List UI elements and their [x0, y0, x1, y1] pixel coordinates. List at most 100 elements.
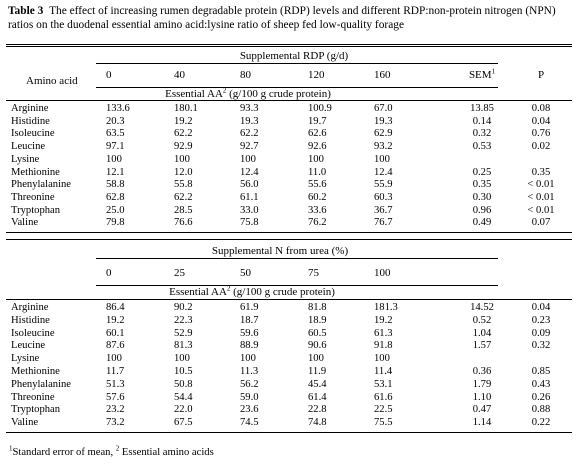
table-footnote: 1Standard error of mean, 2 Essential ami… [9, 444, 214, 459]
table-cell: 74.8 [308, 417, 327, 429]
table-cell: 81.3 [174, 340, 193, 352]
p-value-cell: 0.88 [531, 404, 551, 416]
table-cell: 62.2 [174, 191, 193, 203]
sem-cell: 0.30 [472, 191, 492, 203]
rdp-essential-aa-subheader: Essential AA2 (g/100 g crude protein) [165, 86, 331, 100]
table-cell: 11.4 [374, 366, 393, 377]
footnote-marker-1: 1 [9, 444, 13, 453]
table-cell: 100.9 [308, 103, 332, 114]
p-value-cell: < 0.01 [527, 179, 555, 191]
footnote-text-1: Standard error of mean, [12, 447, 116, 458]
table-cell: 92.6 [308, 141, 327, 153]
sem-cell: 14.52 [470, 302, 494, 313]
table-cell: 86.4 [106, 302, 125, 313]
p-value-cell: 0.09 [531, 327, 551, 339]
table-cell: 51.3 [106, 378, 125, 390]
amino-acid-name: Valine [11, 217, 39, 229]
level-header: 0 [106, 69, 112, 81]
table-cell: 22.5 [374, 404, 393, 416]
p-value-cell: 0.76 [531, 128, 551, 140]
table-cell: 19.3 [374, 115, 393, 127]
amino-acid-name: Phenylalanine [11, 179, 72, 191]
p-value-cell: 0.04 [531, 302, 551, 313]
level-header: 160 [374, 69, 391, 81]
table-cell: 57.6 [106, 391, 125, 403]
sem-cell: 1.79 [472, 378, 492, 390]
amino-acid-name: Phenylalanine [11, 378, 72, 390]
panel1-header-rule [6, 100, 572, 101]
table-cell: 33.0 [240, 204, 259, 216]
table-cell: 92.9 [174, 141, 193, 153]
sem-cell: 13.85 [470, 103, 494, 114]
panel2-top-rule [6, 239, 572, 240]
rdp-group-rule [96, 63, 498, 64]
amino-acid-name: Methionine [11, 166, 60, 178]
table-cell: 63.5 [106, 128, 125, 140]
amino-acid-name: Threonine [11, 391, 55, 403]
rdp-group-header: Supplemental RDP (g/d) [239, 50, 349, 62]
table-cell: 60.5 [308, 327, 327, 339]
table-caption-text: The effect of increasing rumen degradabl… [8, 5, 556, 31]
level-header: 120 [308, 69, 325, 81]
table-cell: 90.6 [308, 340, 327, 352]
sem-cell: 0.25 [472, 166, 492, 178]
footnote-text-2: Essential amino acids [119, 447, 214, 458]
sem-cell: 0.35 [472, 179, 492, 191]
table-cell: 22.8 [308, 404, 327, 416]
p-value-cell: 0.07 [531, 217, 551, 229]
table-cell: 93.3 [240, 103, 259, 114]
sem-cell: 0.53 [472, 141, 492, 153]
level-header: 100 [374, 267, 391, 279]
table-cell: 181.3 [374, 302, 398, 313]
sem-cell: 0.49 [472, 217, 492, 229]
table-cell: 62.8 [106, 191, 125, 203]
table-cell: 100 [240, 353, 256, 365]
p-value-cell: 0.23 [531, 314, 551, 326]
sem-cell: 1.10 [472, 391, 492, 403]
table-cell: 79.8 [106, 217, 125, 229]
table-cell: 75.8 [240, 217, 259, 229]
p-value-header: P [537, 69, 545, 81]
sem-cell: 0.47 [472, 404, 492, 416]
table-cell: 12.1 [106, 166, 125, 178]
amino-acid-name: Lysine [11, 353, 40, 365]
table-cell: 23.2 [106, 404, 125, 416]
table-cell: 54.4 [174, 391, 193, 403]
table-cell: 61.3 [374, 327, 393, 339]
rdp-essential-aa-footnote-marker: 2 [222, 86, 227, 95]
table-cell: 11.0 [308, 166, 327, 178]
table-cell: 18.7 [240, 314, 259, 326]
table-cell: 12.4 [240, 166, 259, 178]
table-cell: 92.7 [240, 141, 259, 153]
table-cell: 100 [240, 153, 256, 165]
sem-cell: 0.32 [472, 128, 492, 140]
sem-cell: 1.57 [472, 340, 492, 352]
amino-acid-name: Methionine [11, 366, 60, 377]
table-cell: 62.2 [240, 128, 259, 140]
table-cell: 100 [374, 153, 390, 165]
sem-cell: 0.36 [472, 366, 492, 377]
table-cell: 10.5 [174, 366, 193, 377]
rdp-essential-aa-unit: (g/100 g crude protein) [226, 88, 331, 100]
table-cell: 25.0 [106, 204, 125, 216]
urea-subheader-top-rule [96, 285, 498, 286]
table-cell: 22.3 [174, 314, 193, 326]
rdp-essential-aa-label: Essential AA [165, 88, 223, 100]
top-rule [6, 44, 572, 47]
table-cell: 12.0 [174, 166, 193, 178]
urea-essential-aa-label: Essential AA [169, 286, 227, 298]
table-cell: 18.9 [308, 314, 327, 326]
table-cell: 180.1 [174, 103, 198, 114]
footnote-marker-2: 2 [115, 444, 120, 453]
table-cell: 76.6 [174, 217, 193, 229]
table-cell: 91.8 [374, 340, 393, 352]
table-cell: 90.2 [174, 302, 193, 313]
table-cell: 33.6 [308, 204, 327, 216]
sem-header-label: SEM [468, 69, 492, 81]
table-cell: 20.3 [106, 115, 125, 127]
level-header: 75 [308, 267, 319, 279]
table-cell: 52.9 [174, 327, 193, 339]
urea-essential-aa-unit: (g/100 g crude protein) [230, 286, 335, 298]
table-cell: 11.3 [240, 366, 259, 377]
table-cell: 74.5 [240, 417, 259, 429]
